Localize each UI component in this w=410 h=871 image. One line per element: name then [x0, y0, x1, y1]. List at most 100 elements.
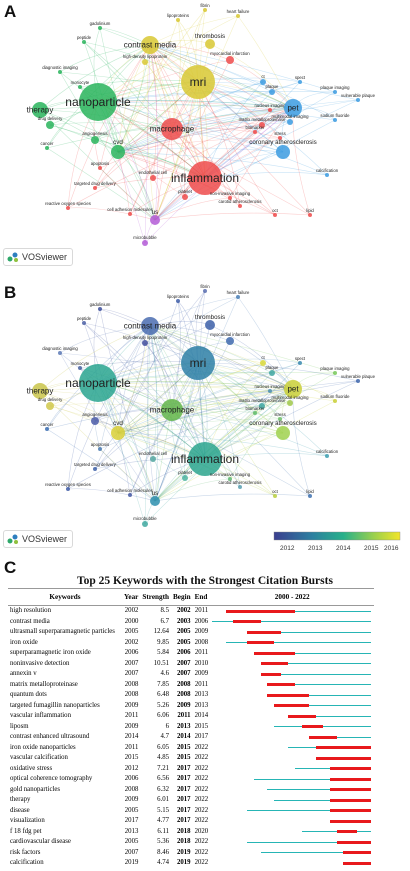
network-edge [117, 137, 281, 153]
node-contrast-media-label: contrast media [124, 322, 177, 331]
node-nanoparticle-label: nanoparticle [65, 95, 131, 109]
burst-end: 2022 [194, 848, 209, 856]
network-edge [171, 388, 294, 411]
network-edge [154, 372, 273, 502]
burst-begin: 2007 [176, 670, 191, 677]
node-mri-circle [181, 65, 215, 99]
network-edge [117, 19, 179, 153]
network-edge [292, 388, 311, 497]
burst-segment [336, 840, 372, 844]
node-endothelial-cell-circle [150, 456, 156, 462]
burst-strength: 4.74 [157, 859, 169, 866]
node-thrombosis-circle [205, 320, 215, 330]
node-oct-circle [273, 213, 277, 217]
burst-segment [253, 651, 296, 655]
node-pet-label: pet [287, 385, 299, 394]
node-lipid-label: lipid [306, 489, 314, 494]
node-biomarker-circle [253, 130, 257, 134]
bursts-body: high resolution 2002 8.5 2002 2011 contrast m… [8, 606, 374, 869]
burst-active-line [308, 736, 372, 738]
node-platelet-label: platelet [178, 189, 193, 194]
node-peptide-circle [82, 321, 86, 325]
burst-row: annexin v 2007 4.6 2007 2009 [8, 669, 374, 680]
network-edge [59, 325, 151, 354]
burst-begin: 2017 [176, 775, 191, 782]
burst-strength: 6 [165, 722, 169, 730]
network-edge [209, 324, 294, 390]
node-ct-circle [260, 79, 266, 85]
network-edge [171, 128, 328, 176]
burst-active-line [267, 694, 372, 696]
burst-timeline [210, 764, 374, 775]
node-lipid-label: lipid [306, 208, 314, 213]
network-edge [149, 325, 206, 460]
network-edge [152, 107, 294, 179]
network-edge [97, 101, 336, 121]
network-edge [117, 290, 206, 434]
bursts-title: Top 25 Keywords with the Strongest Citat… [77, 575, 333, 587]
network-edge [46, 147, 156, 221]
burst-keyword: vascular calcification [10, 754, 68, 761]
node-diagnostic-imaging-label: diagnostic imaging [42, 346, 78, 351]
burst-end: 2022 [194, 764, 209, 772]
burst-row: quantum dots 2008 6.48 2008 2013 [8, 690, 374, 701]
burst-timeline [210, 774, 374, 785]
node-plaque-imaging-circle [333, 371, 337, 375]
scale-tick-2014: 2014 [336, 545, 351, 552]
network-edge [97, 100, 294, 109]
burst-active-line [246, 810, 372, 812]
node-sodium-fluoride-circle [333, 118, 337, 122]
burst-year: 2008 [124, 691, 139, 698]
burst-strength: 6.7 [160, 617, 170, 625]
burst-timeline [210, 680, 374, 691]
burst-begin: 2019 [176, 848, 191, 856]
node-cell-adhesion-molecules-circle [128, 212, 132, 216]
node-platelet-label: platelet [178, 470, 193, 475]
header-year: Year [122, 588, 141, 606]
network-edge [204, 81, 301, 179]
burst-active-line [225, 610, 372, 612]
burst-timeline [210, 848, 374, 859]
node-high-density-lipoprotein-circle [142, 59, 148, 65]
network-edge [117, 300, 179, 434]
network-edge [67, 325, 151, 490]
network-edge [49, 405, 119, 434]
network-edge [67, 107, 294, 209]
burst-end: 2022 [194, 838, 209, 845]
network-edge [154, 109, 271, 221]
burst-keyword: noninvasive detection [10, 659, 70, 667]
node-biomarker-label: biomarker [245, 406, 265, 411]
network-edge [154, 388, 294, 502]
burst-strength: 4.77 [157, 817, 169, 824]
burst-segment [246, 630, 282, 634]
burst-timeline [210, 806, 374, 817]
burst-active-line [274, 705, 372, 707]
network-edge [99, 308, 156, 502]
network-edge [99, 27, 294, 109]
network-edge [117, 9, 206, 153]
burst-strength: 7.21 [157, 764, 169, 772]
burst-end: 2022 [194, 775, 209, 782]
node-carotid-atherosclerosis-circle [238, 485, 242, 489]
node-monocyte-label: monocyte [71, 361, 90, 366]
node-multimodal-imaging-circle [287, 400, 293, 406]
burst-row: iron oxide 2002 9.85 2005 2008 [8, 638, 374, 649]
network-edge [149, 325, 271, 392]
network-edge [149, 325, 273, 374]
node-matrix-metalloproteinase-label: matrix metalloproteinase [239, 117, 286, 122]
node-calcification-circle [325, 454, 329, 458]
burst-row: calcification 2019 4.74 2019 2022 [8, 858, 374, 869]
node-carotid-atherosclerosis-label: carotid atherosclerosis [219, 199, 262, 204]
node-microbubble-label: microbubble [133, 516, 157, 521]
network-edge [49, 362, 199, 407]
node-drug-delivery-label: drug delivery [38, 397, 63, 402]
node-vulnerable-plaque-circle [356, 379, 360, 383]
burst-active-line [274, 726, 372, 728]
node-pet-label: pet [287, 104, 299, 113]
burst-keyword: oxidative stress [10, 764, 53, 772]
burst-strength: 12.64 [153, 628, 169, 635]
network-edge [171, 290, 206, 411]
node-matrix-metalloproteinase-label: matrix metalloproteinase [239, 398, 286, 403]
network-edge [117, 107, 294, 153]
burst-keyword: quantum dots [10, 691, 47, 698]
